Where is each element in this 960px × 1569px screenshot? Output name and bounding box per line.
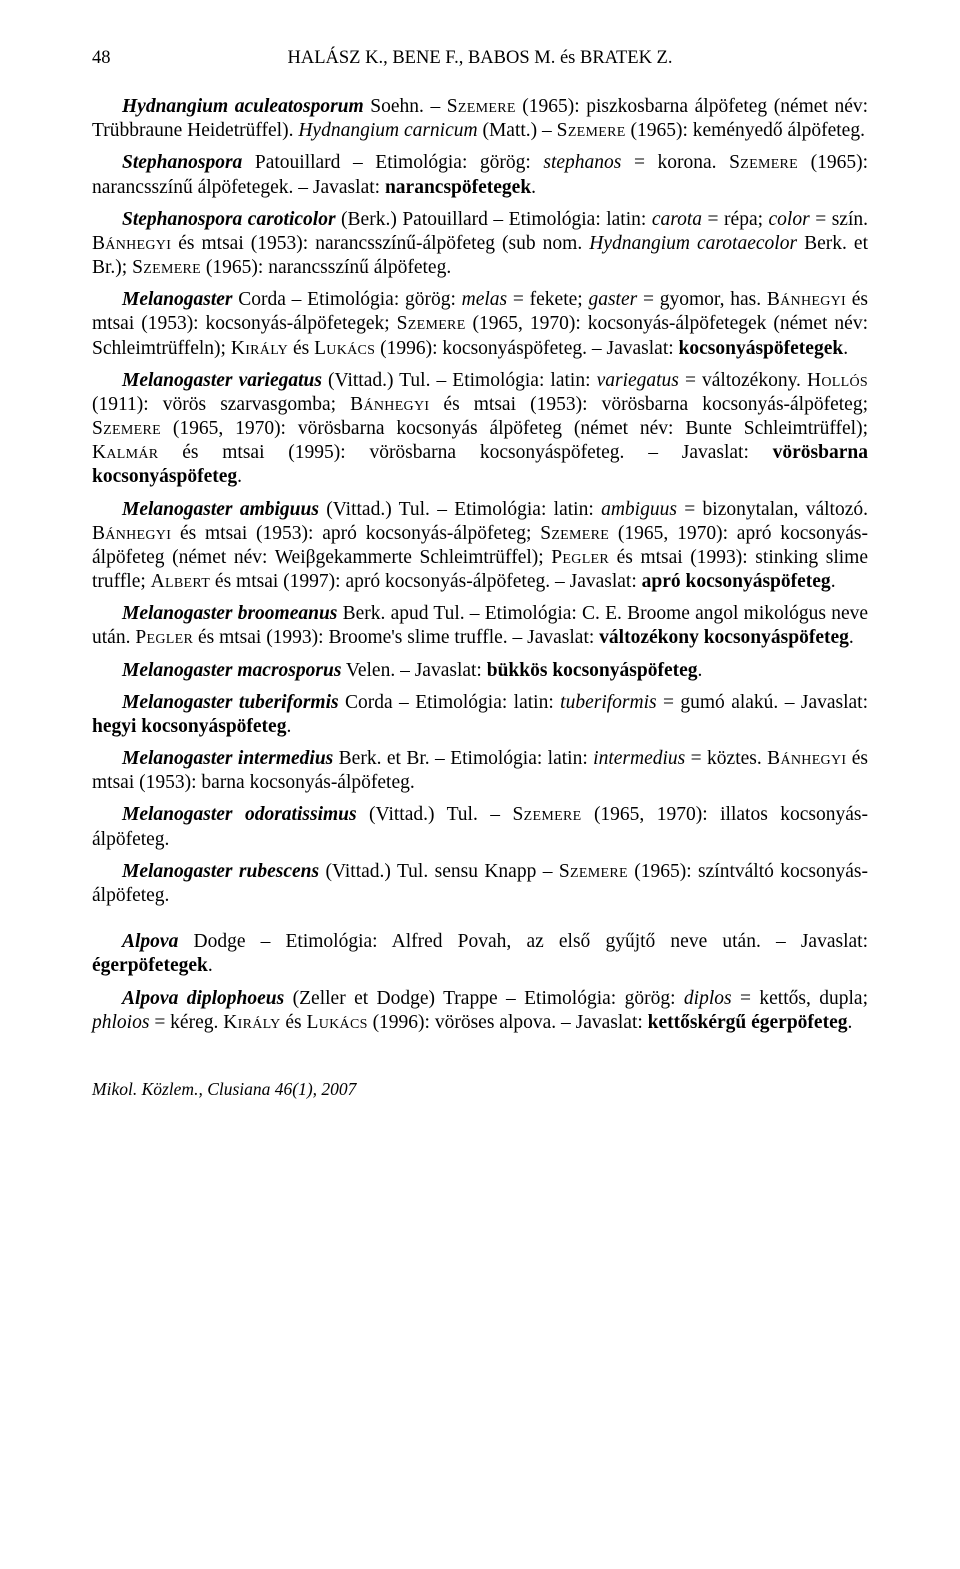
paragraph-12: Melanogaster rubescens (Vittad.) Tul. se… (92, 860, 868, 908)
paragraph-5: Melanogaster variegatus (Vittad.) Tul. –… (92, 369, 868, 490)
paragraph-4: Melanogaster Corda – Etimológia: görög: … (92, 288, 868, 361)
paragraph-3: Stephanospora caroticolor (Berk.) Patoui… (92, 208, 868, 281)
paragraph-10: Melanogaster intermedius Berk. et Br. – … (92, 747, 868, 795)
header-authors: HALÁSZ K., BENE F., BABOS M. és BRATEK Z… (111, 48, 850, 69)
paragraph-11: Melanogaster odoratissimus (Vittad.) Tul… (92, 803, 868, 851)
paragraph-14: Alpova diplophoeus (Zeller et Dodge) Tra… (92, 987, 868, 1035)
page-number: 48 (92, 48, 111, 69)
paragraph-13: Alpova Dodge – Etimológia: Alfred Povah,… (92, 930, 868, 978)
paragraph-6: Melanogaster ambiguus (Vittad.) Tul. – E… (92, 498, 868, 595)
running-header: 48 HALÁSZ K., BENE F., BABOS M. és BRATE… (92, 48, 868, 69)
paragraph-1: Hydnangium aculeatosporum Soehn. – Szeme… (92, 95, 868, 143)
paragraph-9: Melanogaster tuberiformis Corda – Etimol… (92, 691, 868, 739)
paragraph-7: Melanogaster broomeanus Berk. apud Tul. … (92, 602, 868, 650)
page: 48 HALÁSZ K., BENE F., BABOS M. és BRATE… (0, 0, 960, 1140)
header-spacer (850, 48, 869, 69)
section-gap (92, 916, 868, 930)
paragraph-2: Stephanospora Patouillard – Etimológia: … (92, 151, 868, 199)
page-footer: Mikol. Közlem., Clusiana 46(1), 2007 (92, 1079, 868, 1100)
paragraph-8: Melanogaster macrosporus Velen. – Javasl… (92, 659, 868, 683)
